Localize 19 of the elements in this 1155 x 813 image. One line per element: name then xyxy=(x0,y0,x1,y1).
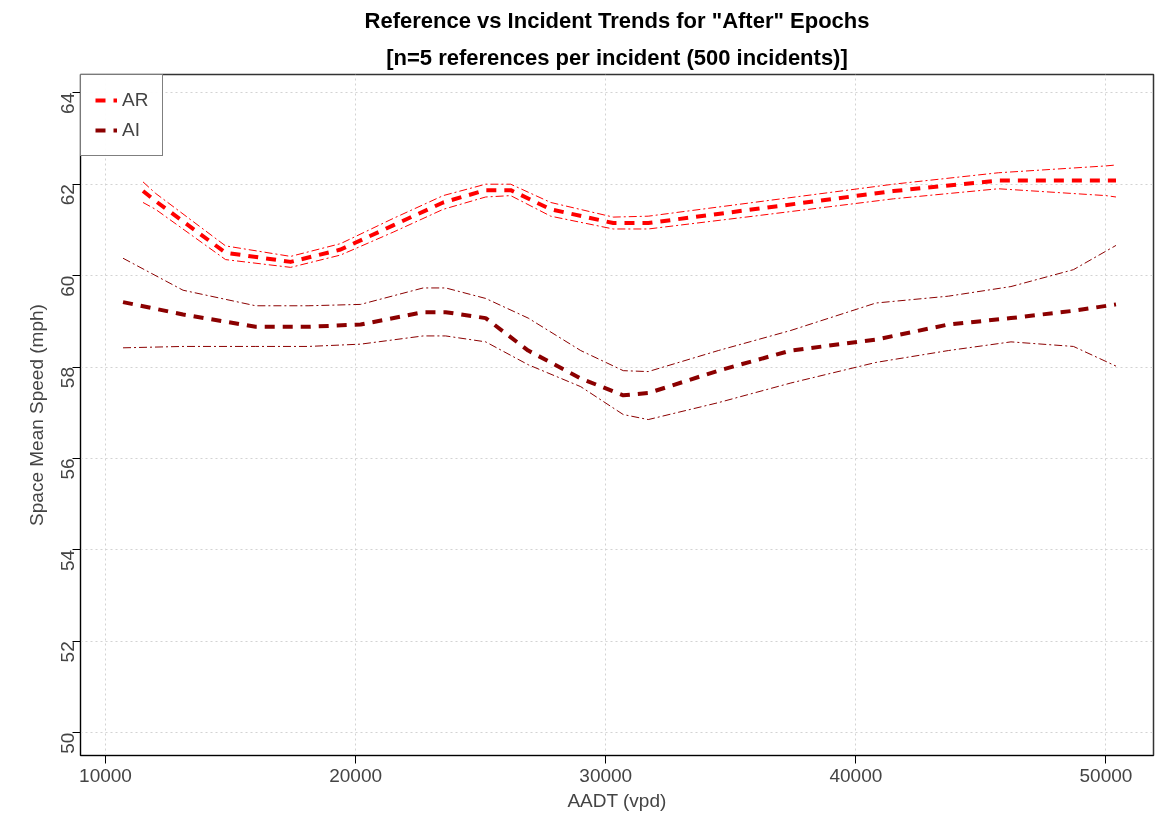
x-tick-label: 20000 xyxy=(329,764,383,786)
chart-title: Reference vs Incident Trends for "After" Epochs xyxy=(364,7,870,33)
x-tick-label: 30000 xyxy=(579,764,633,786)
y-tick-label: 60 xyxy=(57,275,78,297)
y-tick-label: 58 xyxy=(57,367,78,389)
y-tick-label: 54 xyxy=(57,549,78,571)
y-tick-label: 62 xyxy=(57,184,78,206)
legend-label: AI xyxy=(122,119,141,141)
chart-subtitle: [n=5 references per incident (500 incidents)] xyxy=(386,44,848,70)
y-tick-label: 56 xyxy=(57,458,78,480)
x-tick-label: 10000 xyxy=(79,764,132,786)
y-tick-label: 52 xyxy=(57,641,78,663)
x-tick-label: 40000 xyxy=(829,764,883,786)
legend-label: AR xyxy=(122,89,149,111)
y-tick-label: 50 xyxy=(57,732,78,754)
x-axis-title: AADT (vpd) xyxy=(567,789,667,811)
y-axis-title: Space Mean Speed (mph) xyxy=(25,304,47,526)
y-tick-label: 64 xyxy=(57,92,78,114)
x-tick-label: 50000 xyxy=(1079,764,1133,786)
